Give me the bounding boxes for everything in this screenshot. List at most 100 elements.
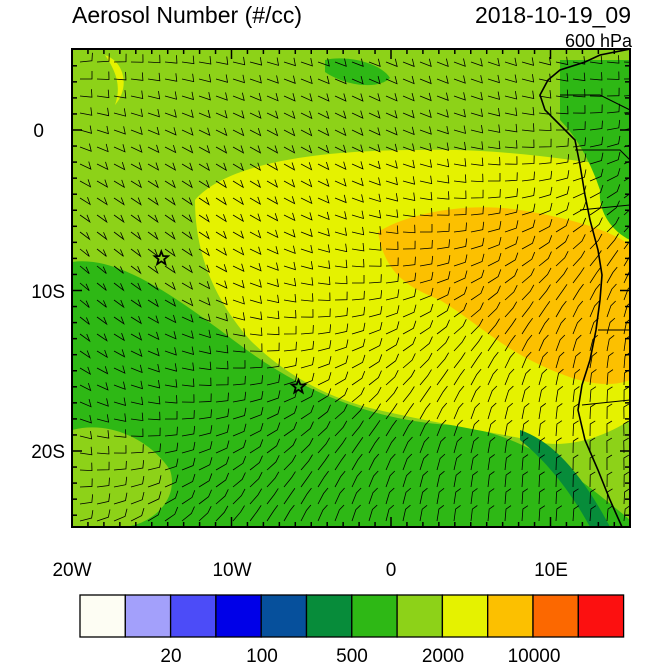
wind-barb bbox=[147, 108, 160, 118]
wind-barb bbox=[300, 195, 313, 205]
wind-barb bbox=[215, 456, 230, 471]
wind-barb bbox=[79, 248, 90, 257]
wind-barb bbox=[453, 206, 467, 216]
wind-barb bbox=[232, 196, 244, 206]
wind-barb bbox=[521, 471, 529, 488]
wind-barb bbox=[487, 269, 502, 284]
wind-barb bbox=[147, 315, 160, 324]
wind-barb bbox=[164, 442, 179, 454]
wind-barb bbox=[300, 372, 315, 386]
wind-barb bbox=[181, 410, 195, 420]
wind-barb bbox=[130, 126, 143, 135]
wind-barb bbox=[623, 61, 630, 63]
wind-barb bbox=[232, 247, 245, 256]
wind-barb bbox=[198, 109, 211, 119]
wind-barb bbox=[436, 453, 446, 471]
wind-barb bbox=[249, 246, 262, 256]
wind-barb bbox=[232, 472, 246, 488]
wind-barb bbox=[147, 411, 161, 421]
wind-barb bbox=[538, 57, 552, 66]
wind-barb bbox=[351, 290, 365, 301]
wind-barb bbox=[283, 277, 297, 287]
wind-barb bbox=[402, 224, 416, 234]
wind-barb bbox=[266, 488, 279, 505]
wind-barb bbox=[385, 110, 398, 119]
wind-barb bbox=[79, 350, 91, 359]
wind-barb bbox=[487, 58, 500, 67]
wind-barb bbox=[351, 437, 364, 454]
wind-barb bbox=[232, 110, 245, 119]
wind-barb bbox=[487, 454, 495, 471]
wind-barb bbox=[521, 57, 535, 66]
wind-barb bbox=[521, 385, 531, 403]
wind-barb bbox=[317, 372, 332, 386]
wind-barb bbox=[215, 296, 228, 306]
wind-barb bbox=[419, 126, 432, 135]
wind-barb bbox=[470, 453, 479, 471]
wind-barb bbox=[436, 385, 448, 403]
wind-barb bbox=[572, 403, 580, 420]
wind-barb bbox=[402, 143, 415, 152]
wind-barb bbox=[249, 423, 264, 437]
wind-barb bbox=[606, 119, 621, 131]
wind-barb bbox=[147, 197, 159, 206]
wind-barb bbox=[232, 263, 245, 272]
wind-barb bbox=[487, 402, 497, 420]
wind-barb bbox=[130, 491, 145, 505]
wind-barb bbox=[589, 300, 600, 318]
wind-barb bbox=[130, 231, 142, 241]
wind-barb bbox=[147, 162, 160, 171]
wind-barb bbox=[215, 424, 230, 437]
wind-barb bbox=[521, 284, 535, 301]
wind-barb bbox=[572, 88, 586, 98]
wind-barb bbox=[283, 145, 296, 154]
wind-barb bbox=[79, 70, 93, 80]
wind-barb bbox=[606, 151, 621, 165]
wind-barb bbox=[419, 470, 429, 488]
wind-barb bbox=[487, 488, 495, 505]
wind-barb bbox=[589, 351, 598, 369]
wind-barb bbox=[606, 454, 613, 471]
wind-barb bbox=[164, 91, 178, 100]
wind-barb bbox=[453, 125, 467, 134]
colorbar bbox=[79, 594, 625, 638]
wind-barb bbox=[487, 351, 499, 369]
wind-barb bbox=[215, 92, 228, 101]
wind-barb bbox=[130, 299, 142, 308]
wind-barb bbox=[317, 487, 329, 505]
wind-barb bbox=[385, 436, 397, 454]
wind-barb bbox=[419, 453, 429, 471]
wind-barb bbox=[334, 339, 349, 352]
wind-barb bbox=[215, 247, 228, 256]
wind-barb bbox=[249, 179, 262, 189]
wind-barb bbox=[215, 472, 230, 488]
wind-barb bbox=[164, 248, 176, 257]
wind-barb bbox=[334, 161, 347, 170]
wind-barb bbox=[538, 186, 553, 199]
wind-barb bbox=[147, 90, 161, 100]
wind-barb bbox=[317, 356, 332, 369]
wind-barb bbox=[572, 121, 586, 131]
wind-barb bbox=[198, 281, 211, 290]
wind-barb bbox=[453, 352, 466, 369]
wind-barb bbox=[113, 476, 128, 488]
wind-barb bbox=[351, 242, 365, 252]
wind-barb bbox=[317, 340, 332, 352]
wind-barb bbox=[96, 214, 108, 224]
wind-barb bbox=[147, 144, 160, 154]
wind-barb bbox=[623, 352, 630, 369]
wind-barb bbox=[79, 333, 91, 343]
wind-barb bbox=[147, 379, 161, 389]
wind-barb bbox=[232, 74, 245, 84]
wind-barb bbox=[266, 246, 279, 255]
wind-barb bbox=[147, 331, 160, 341]
wind-barb bbox=[368, 58, 381, 68]
wind-barb bbox=[589, 136, 604, 148]
wind-barb bbox=[334, 110, 347, 120]
wind-barb bbox=[130, 475, 145, 488]
wind-barb bbox=[538, 106, 552, 115]
wind-barb bbox=[589, 233, 603, 250]
wind-barb bbox=[419, 75, 432, 85]
wind-barb bbox=[623, 209, 630, 216]
wind-barb bbox=[266, 406, 281, 420]
